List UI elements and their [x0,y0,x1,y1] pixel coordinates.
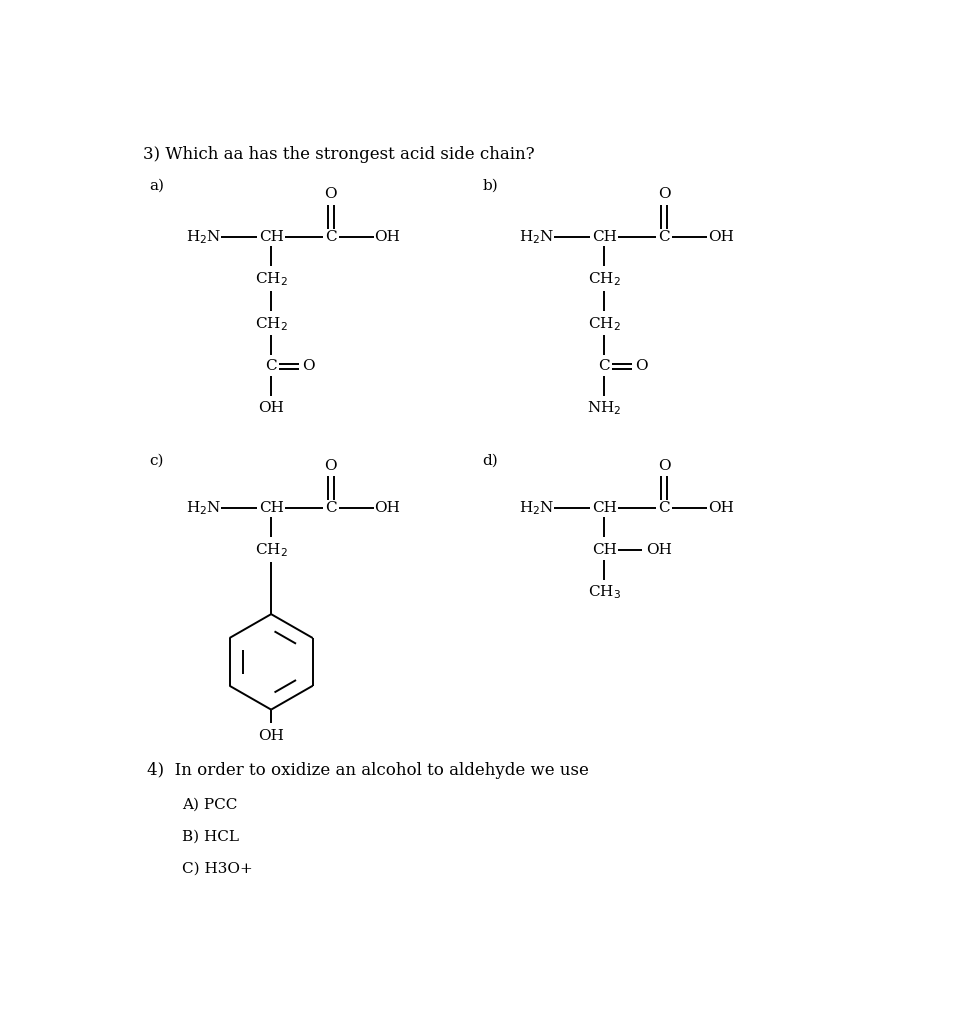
Text: C) H3O+: C) H3O+ [182,862,252,877]
Text: C: C [325,229,337,244]
Text: CH$_2$: CH$_2$ [588,315,621,333]
Text: OH: OH [708,501,733,515]
Text: CH$_2$: CH$_2$ [254,270,288,288]
Text: NH$_2$: NH$_2$ [588,399,622,417]
Text: OH: OH [258,400,284,415]
Text: B) HCL: B) HCL [182,829,239,844]
Text: OH: OH [374,229,400,244]
Text: OH: OH [646,543,672,557]
Text: O: O [658,459,670,472]
Text: 4)  In order to oxidize an alcohol to aldehyde we use: 4) In order to oxidize an alcohol to ald… [147,762,589,779]
Text: CH$_2$: CH$_2$ [588,270,621,288]
Text: C: C [659,229,670,244]
Text: CH$_2$: CH$_2$ [254,315,288,333]
Text: CH: CH [592,543,617,557]
Text: O: O [636,359,648,373]
Text: OH: OH [708,229,733,244]
Text: O: O [324,459,337,472]
Text: H$_2$N: H$_2$N [186,499,222,517]
Text: CH: CH [258,229,283,244]
Text: H$_2$N: H$_2$N [519,228,555,246]
Text: C: C [325,501,337,515]
Text: d): d) [483,454,498,468]
Text: O: O [658,187,670,202]
Text: C: C [599,359,611,373]
Text: H$_2$N: H$_2$N [519,499,555,517]
Text: CH$_3$: CH$_3$ [588,584,621,601]
Text: a): a) [150,178,164,193]
Text: CH: CH [592,501,617,515]
Text: O: O [302,359,315,373]
Text: c): c) [150,454,164,468]
Text: H$_2$N: H$_2$N [186,228,222,246]
Text: CH: CH [592,229,617,244]
Text: OH: OH [258,729,284,742]
Text: A) PCC: A) PCC [182,798,237,811]
Text: CH$_2$: CH$_2$ [254,542,288,559]
Text: C: C [659,501,670,515]
Text: OH: OH [374,501,400,515]
Text: b): b) [483,178,498,193]
Text: CH: CH [258,501,283,515]
Text: C: C [265,359,276,373]
Text: O: O [324,187,337,202]
Text: 3) Which aa has the strongest acid side chain?: 3) Which aa has the strongest acid side … [143,146,535,163]
